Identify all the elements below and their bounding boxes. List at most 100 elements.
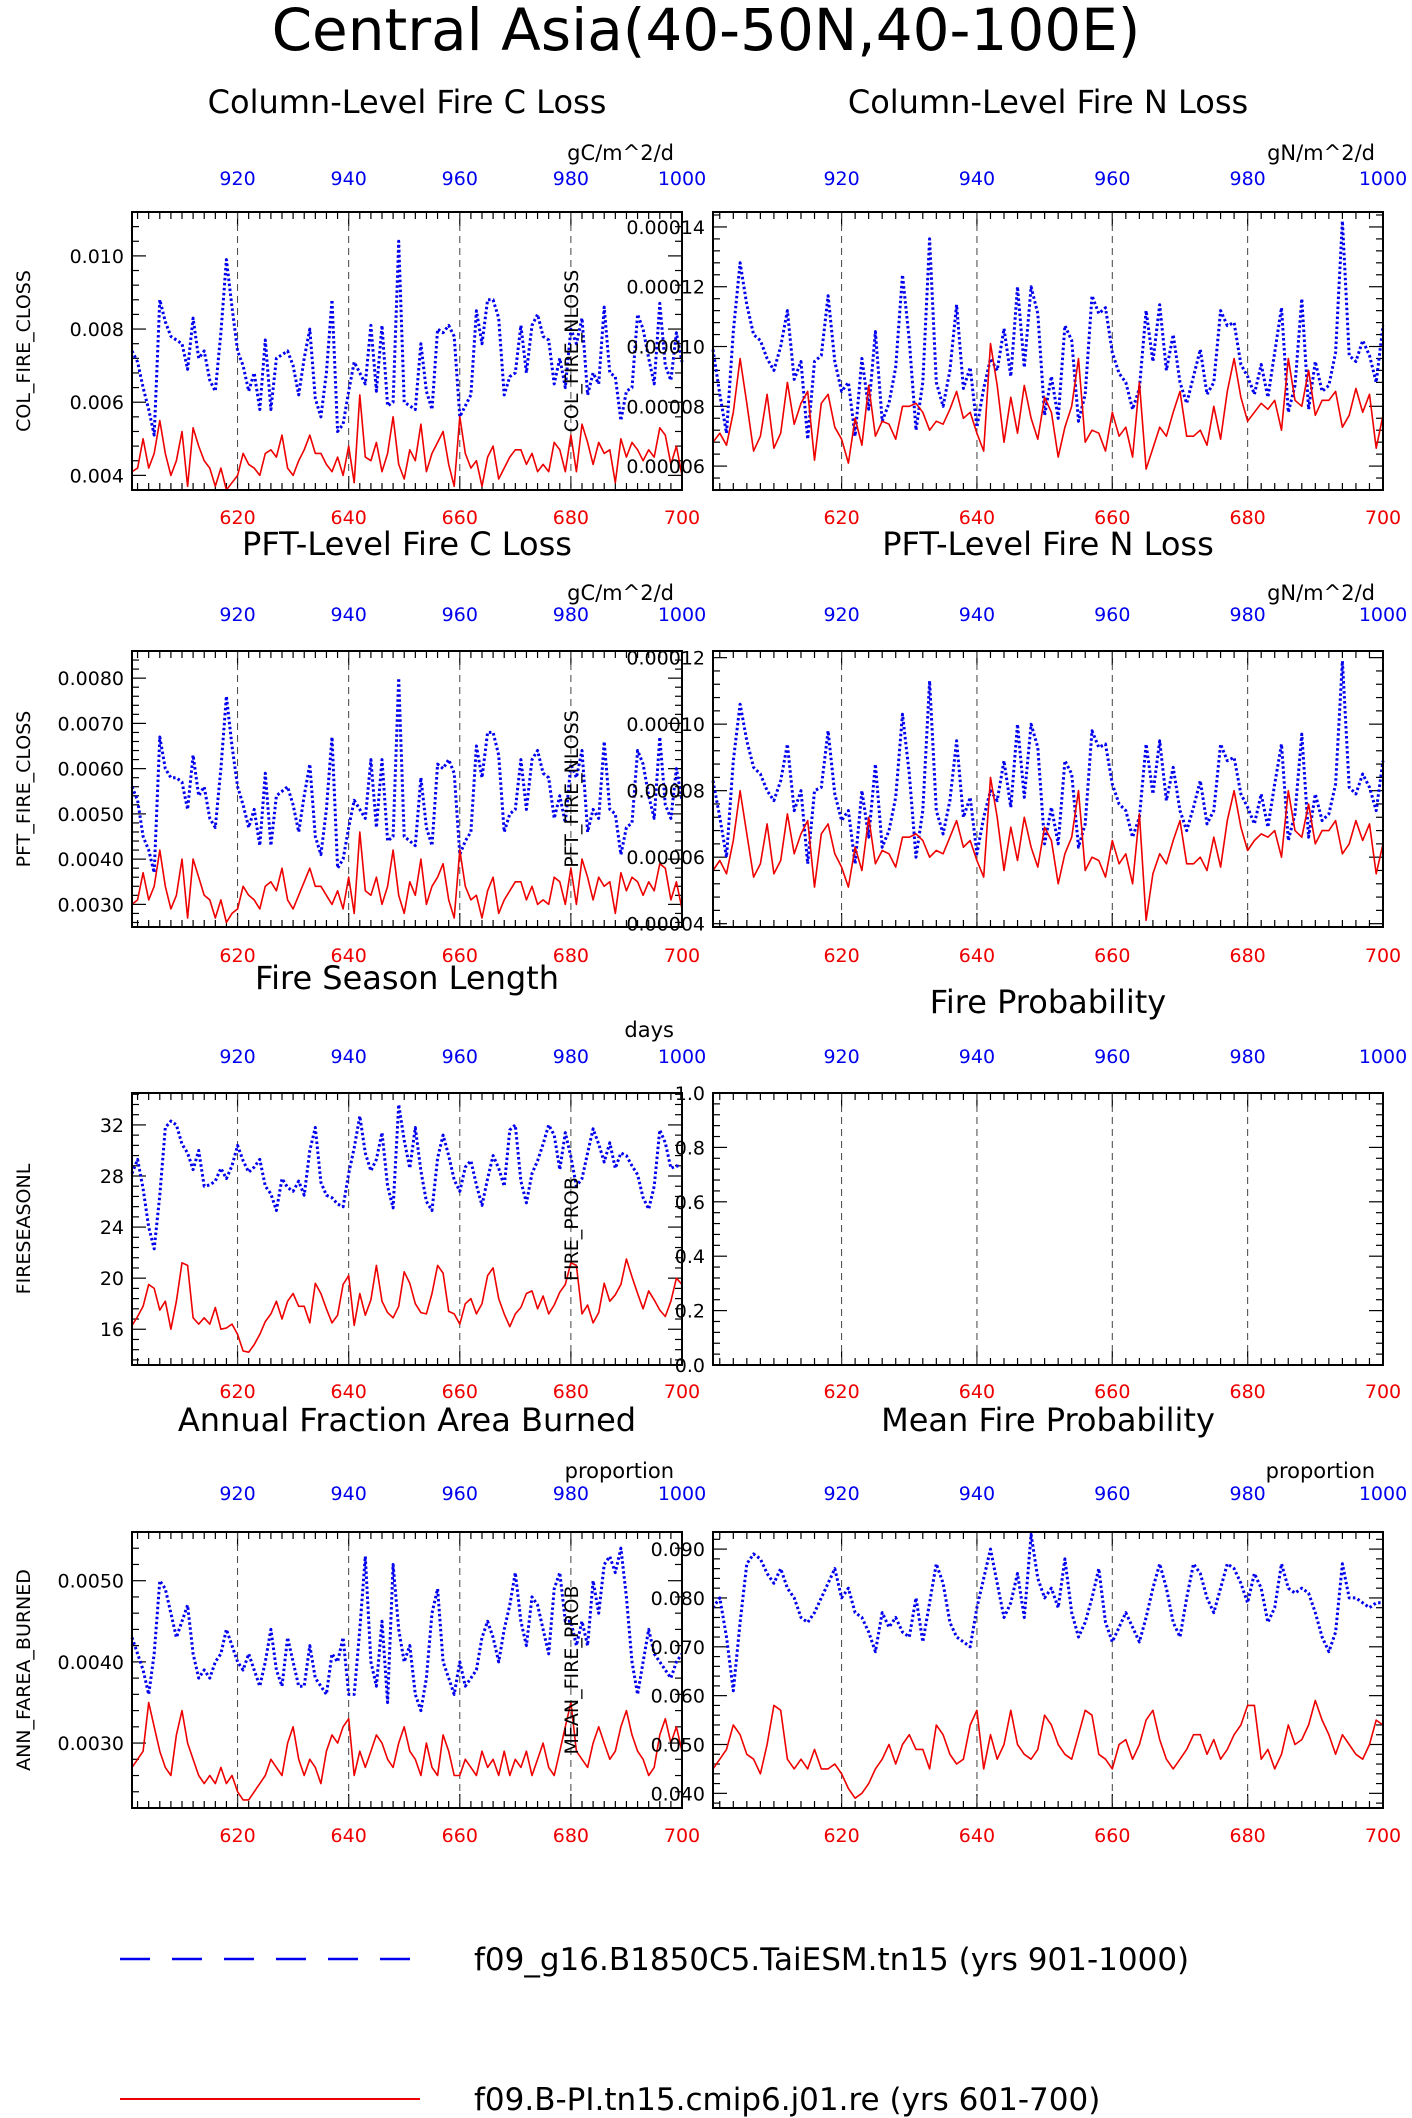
series-line-taiesm <box>711 1532 1383 1693</box>
series-line-taiesm <box>130 676 684 875</box>
legend-label-2: f09.B-PI.tn15.cmip6.j01.re (yrs 601-700) <box>474 2082 1100 2118</box>
x-tick-label-top: 1000 <box>1359 1046 1407 1068</box>
x-tick-label-bottom: 620 <box>823 507 859 529</box>
x-tick-label-top: 960 <box>1094 1046 1130 1068</box>
y-tick-label: 0.00006 <box>626 847 705 869</box>
y-tick-label: 0.004 <box>70 465 124 487</box>
x-tick-label-bottom: 620 <box>219 1381 255 1403</box>
x-tick-label-bottom: 680 <box>1230 1381 1266 1403</box>
y-axis-label: COL_FIRE_NLOSS <box>561 270 583 433</box>
x-tick-label-bottom: 680 <box>553 1381 589 1403</box>
y-tick-label: 0.4 <box>675 1246 705 1268</box>
panel-8: Mean Fire Probability proportion 620 640 660… <box>561 1401 1407 1847</box>
y-tick-label: 0.010 <box>70 246 124 268</box>
x-tick-label-bottom: 700 <box>664 1381 700 1403</box>
x-tick-label-bottom: 640 <box>959 945 995 967</box>
series-line-taiesm <box>711 219 1385 441</box>
x-tick-label-bottom: 700 <box>1365 1381 1401 1403</box>
x-tick-label-top: 980 <box>1230 168 1266 190</box>
panel-title: Fire Probability <box>930 983 1166 1021</box>
x-tick-label-bottom: 680 <box>553 945 589 967</box>
y-axis-label: PFT_FIRE_CLOSS <box>13 711 35 868</box>
series-line-cmip6 <box>712 1699 1384 1799</box>
units-label: proportion <box>565 1459 674 1483</box>
x-tick-label-top: 1000 <box>658 168 706 190</box>
x-tick-label-bottom: 660 <box>1094 945 1130 967</box>
plot-frame <box>712 650 1384 928</box>
y-tick-label: 24 <box>100 1217 124 1239</box>
y-tick-label: 0.0080 <box>58 668 124 690</box>
x-tick-label-top: 980 <box>1230 604 1266 626</box>
y-tick-label: 0.050 <box>651 1734 705 1756</box>
y-tick-label: 0.00014 <box>626 217 705 239</box>
panel-title: Column-Level Fire N Loss <box>848 83 1248 121</box>
panel-title: PFT-Level Fire C Loss <box>242 525 572 563</box>
x-tick-label-bottom: 680 <box>553 507 589 529</box>
y-tick-label: 0.00008 <box>626 781 705 803</box>
x-tick-label-bottom: 640 <box>331 507 367 529</box>
series-line-taiesm <box>130 1546 684 1713</box>
x-tick-label-bottom: 700 <box>664 1825 700 1847</box>
plot-frame <box>131 1092 683 1366</box>
x-tick-label-top: 1000 <box>1359 168 1407 190</box>
x-tick-label-top: 940 <box>331 604 367 626</box>
y-tick-label: 20 <box>100 1268 124 1290</box>
y-tick-label: 0.0050 <box>58 1571 124 1593</box>
x-tick-label-bottom: 620 <box>219 945 255 967</box>
panel-title: PFT-Level Fire N Loss <box>882 525 1214 563</box>
y-tick-label: 0.00006 <box>626 456 705 478</box>
units-label: gC/m^2/d <box>567 581 674 605</box>
x-tick-label-top: 940 <box>959 604 995 626</box>
units-label: gN/m^2/d <box>1267 141 1375 165</box>
x-tick-label-top: 940 <box>959 1046 995 1068</box>
y-axis-label: FIRESEASONL <box>13 1163 35 1294</box>
y-tick-label: 32 <box>100 1115 124 1137</box>
x-tick-label-bottom: 640 <box>331 1825 367 1847</box>
panel-2: Column-Level Fire N Loss gN/m^2/d 620 640 66… <box>561 83 1407 529</box>
x-tick-label-bottom: 700 <box>664 945 700 967</box>
y-tick-label: 0.00012 <box>626 277 705 299</box>
x-tick-label-top: 940 <box>331 1046 367 1068</box>
x-tick-label-bottom: 680 <box>1230 507 1266 529</box>
y-tick-label: 0.0040 <box>58 1652 124 1674</box>
y-axis-label: FIRE_PROB <box>561 1177 583 1281</box>
x-tick-label-top: 980 <box>553 168 589 190</box>
plot-frame <box>131 1531 683 1809</box>
y-axis-label: PFT_FIRE_NLOSS <box>561 710 583 868</box>
y-tick-label: 0.090 <box>651 1539 705 1561</box>
plot-frame <box>131 650 683 928</box>
y-tick-label: 0.0060 <box>58 759 124 781</box>
x-tick-label-bottom: 660 <box>1094 1381 1130 1403</box>
x-tick-label-bottom: 660 <box>442 507 478 529</box>
panel-1: Column-Level Fire C Loss gC/m^2/d 620 640 66… <box>13 83 706 529</box>
y-tick-label: 0.006 <box>70 392 124 414</box>
x-tick-label-top: 980 <box>553 1046 589 1068</box>
x-tick-label-top: 920 <box>219 1483 255 1505</box>
panel-6: Fire Probability 620 640 660 680 700 920 940 960… <box>561 983 1407 1403</box>
panel-title: Fire Season Length <box>255 959 559 997</box>
y-tick-label: 28 <box>100 1166 124 1188</box>
x-tick-label-bottom: 700 <box>1365 1825 1401 1847</box>
y-tick-label: 0.6 <box>675 1192 705 1214</box>
x-tick-label-top: 960 <box>442 1046 478 1068</box>
main-title: Central Asia(40-50N,40-100E) <box>272 0 1141 64</box>
x-tick-label-top: 1000 <box>658 1483 706 1505</box>
series-line-cmip6 <box>131 1258 683 1353</box>
x-tick-label-bottom: 680 <box>553 1825 589 1847</box>
x-tick-label-bottom: 640 <box>331 945 367 967</box>
x-tick-label-top: 920 <box>219 168 255 190</box>
x-tick-label-top: 980 <box>1230 1046 1266 1068</box>
panels: Column-Level Fire C Loss gC/m^2/d 620 640 66… <box>13 83 1407 1847</box>
x-tick-label-bottom: 620 <box>823 1381 859 1403</box>
series-line-taiesm <box>130 1103 683 1251</box>
x-tick-label-top: 960 <box>1094 1483 1130 1505</box>
panel-title: Column-Level Fire C Loss <box>208 83 607 121</box>
y-tick-label: 0.0050 <box>58 804 124 826</box>
y-tick-label: 0.8 <box>675 1137 705 1159</box>
y-axis-label: COL_FIRE_CLOSS <box>13 270 35 432</box>
legend: f09_g16.B1850C5.TaiESM.tn15 (yrs 901-100… <box>120 1942 1189 2118</box>
x-tick-label-bottom: 680 <box>1230 1825 1266 1847</box>
units-label: proportion <box>1266 1459 1375 1483</box>
y-tick-label: 0.040 <box>651 1783 705 1805</box>
